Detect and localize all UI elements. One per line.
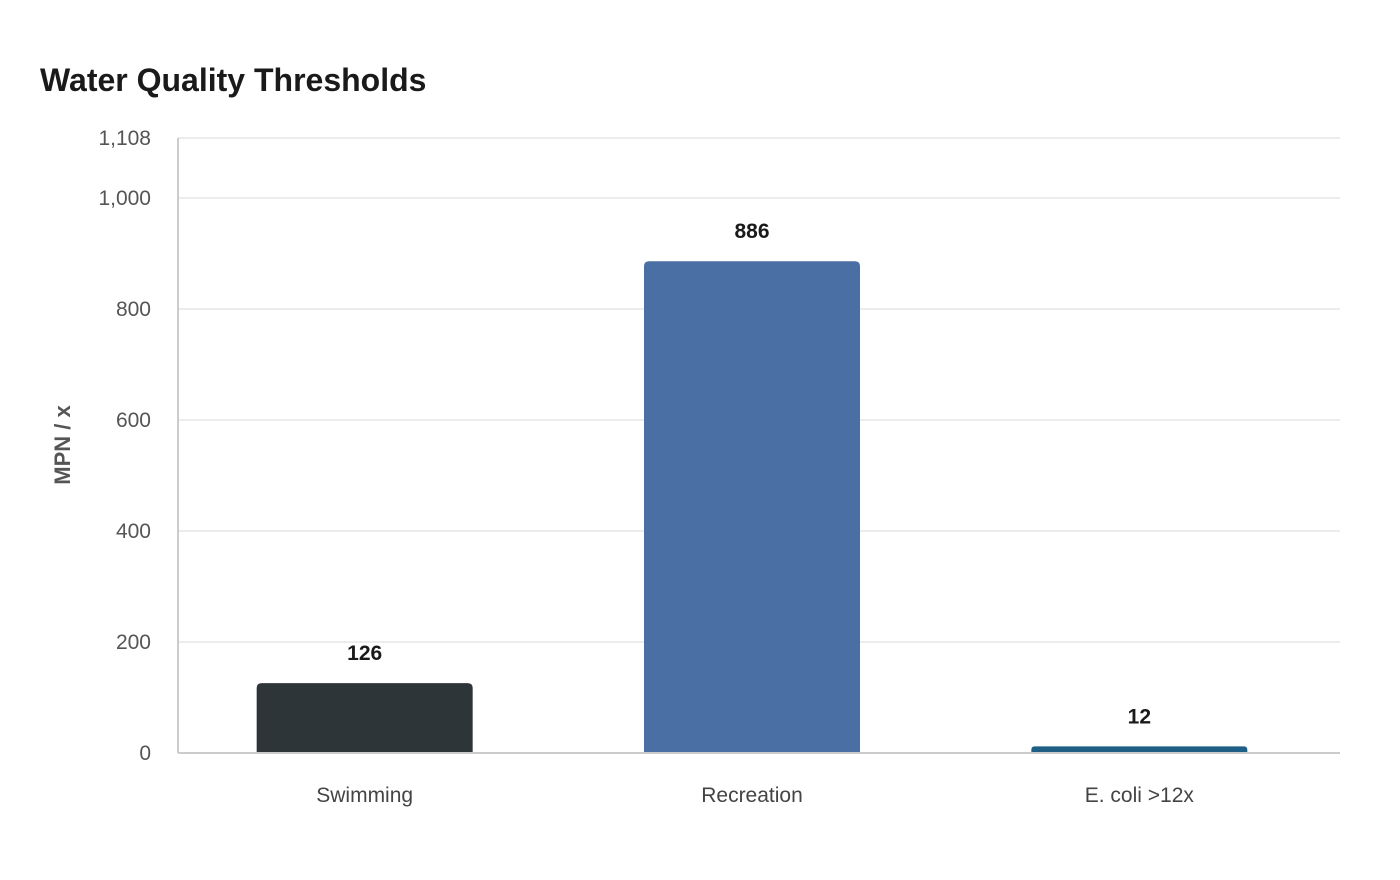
x-category-label: Recreation [701,784,803,807]
x-axis-categories: Swimming Recreation E. coli >12x [316,784,1194,807]
y-tick-label: 200 [116,631,151,654]
y-axis-ticks: 0 200 400 600 800 1,000 1,108 [98,127,151,765]
x-category-label: Swimming [316,784,413,807]
y-tick-label: 400 [116,520,151,543]
y-axis-label: MPN / x [50,405,75,485]
data-labels: 126 886 12 [347,220,1151,728]
bar-recreation [644,261,860,753]
bars [256,261,1248,753]
x-category-label: E. coli >12x [1085,784,1195,807]
y-tick-label: 0 [139,742,151,765]
bar-e-coli-12x [1031,746,1248,753]
data-label: 126 [347,642,382,665]
data-label: 886 [734,220,769,243]
y-tick-label: 1,000 [98,187,151,210]
y-tick-label: 600 [116,409,151,432]
bar-swimming [256,683,473,753]
y-tick-label: 1,108 [98,127,151,150]
chart-title: Water Quality Thresholds [40,62,426,98]
data-label: 12 [1128,705,1151,728]
y-tick-label: 800 [116,298,151,321]
